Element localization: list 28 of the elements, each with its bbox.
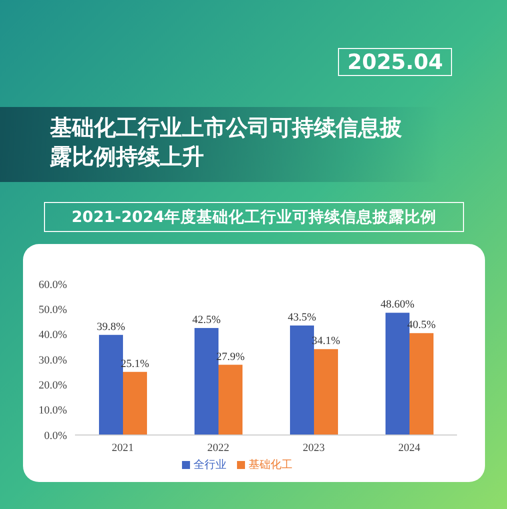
y-tick-label: 40.0%	[38, 329, 67, 342]
y-tick-label: 60.0%	[38, 278, 67, 291]
y-tick-label: 0.0%	[44, 430, 67, 442]
bar	[218, 364, 242, 435]
chart-subtitle: 2021-2024年度基础化工行业可持续信息披露比例	[44, 202, 464, 232]
y-tick-label: 50.0%	[38, 304, 67, 316]
y-tick-label: 10.0%	[38, 404, 67, 417]
chart-title: 基础化工行业上市公司可持续信息披露比例持续上升	[50, 114, 403, 172]
x-tick-label: 2024	[398, 442, 421, 454]
bar	[194, 328, 218, 435]
x-tick-label: 2022	[207, 442, 230, 454]
x-tick-label: 2023	[302, 442, 326, 454]
bar	[386, 312, 410, 435]
text: 2025.04	[338, 48, 452, 76]
data-label: 43.5%	[288, 312, 316, 324]
bar	[99, 334, 123, 435]
bar	[290, 326, 314, 435]
data-label: 42.5%	[192, 314, 221, 326]
bar	[314, 349, 338, 435]
y-tick-label: 30.0%	[38, 354, 67, 366]
y-tick-label: 20.0%	[38, 380, 67, 392]
data-label: 39.8%	[96, 320, 126, 333]
x-tick-label: 2021	[112, 442, 134, 454]
legend-label: 全行业	[194, 459, 226, 471]
bar	[123, 372, 147, 435]
data-label: 48.60%	[380, 298, 414, 311]
bar	[410, 333, 434, 435]
legend-label: 基础化工	[248, 459, 292, 471]
